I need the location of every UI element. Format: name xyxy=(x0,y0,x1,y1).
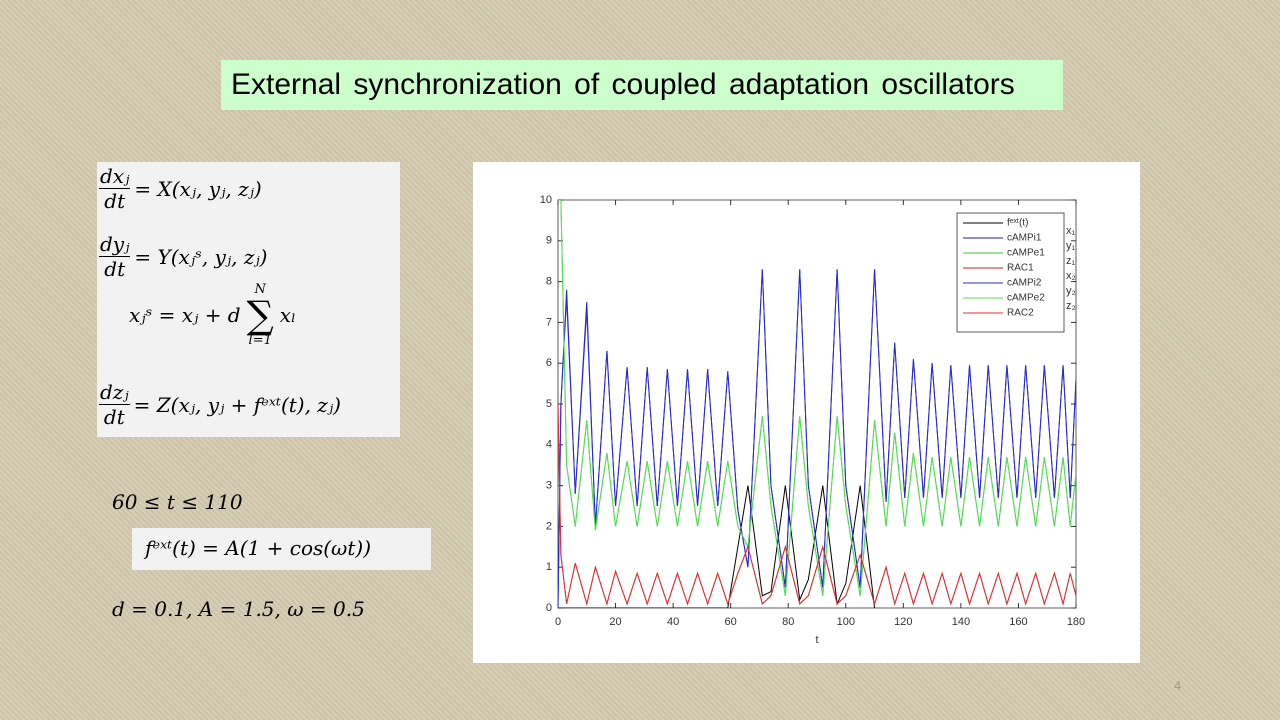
legend-side-label: x₂ xyxy=(1066,270,1076,282)
equation: dyⱼ dt = Y(xⱼˢ, yⱼ, zⱼ) xyxy=(99,232,267,281)
rhs: = Y(xⱼˢ, yⱼ, zⱼ) xyxy=(134,244,268,269)
equation: xⱼˢ = xⱼ + d N ∑ l=1 xₗ xyxy=(129,282,296,348)
y-tick-label: 3 xyxy=(546,480,552,492)
rhs: = X(xⱼ, yⱼ, zⱼ) xyxy=(134,176,262,201)
legend-label: cAMPi1 xyxy=(1007,233,1042,244)
time-range: 60 ≤ t ≤ 110 xyxy=(112,490,243,514)
sum-symbol: ∑ xyxy=(246,293,274,337)
legend-label: fᵉˣᵗ(t) xyxy=(1007,218,1028,229)
denominator: dt xyxy=(104,189,126,213)
legend-side-label: z₁ xyxy=(1066,255,1076,267)
equation: dxⱼ dt = X(xⱼ, yⱼ, zⱼ) xyxy=(99,164,262,213)
series-line xyxy=(558,200,1076,596)
rhs: xₗ xyxy=(279,303,296,327)
y-tick-label: 0 xyxy=(546,602,552,614)
y-tick-label: 4 xyxy=(546,439,552,451)
legend-side-label: y₂ xyxy=(1066,285,1076,297)
legend-box xyxy=(956,212,1065,333)
equation-box: dxⱼ dt = X(xⱼ, yⱼ, zⱼ) dyⱼ dt = Y(xⱼˢ, yⱼ, z… xyxy=(97,162,400,437)
legend-label: RAC2 xyxy=(1007,308,1034,319)
x-tick-label: 180 xyxy=(1067,616,1085,628)
numerator: dyⱼ xyxy=(99,232,131,257)
y-tick-label: 10 xyxy=(540,194,552,206)
equation: dzⱼ dt = Z(xⱼ, yⱼ + fᵉˣᵗ(t), zⱼ) xyxy=(99,380,341,429)
forcing-box: fᵉˣᵗ(t) = A(1 + cos(ωt)) xyxy=(132,528,431,570)
x-tick-label: 100 xyxy=(837,616,855,628)
sum-upper: N xyxy=(254,282,266,297)
y-tick-label: 5 xyxy=(546,398,552,410)
x-tick-label: 120 xyxy=(894,616,912,628)
denominator: dt xyxy=(104,257,126,281)
numerator: dzⱼ xyxy=(99,380,130,405)
x-tick-label: 20 xyxy=(609,616,621,628)
x-tick-label: 0 xyxy=(555,616,561,628)
series-line xyxy=(558,412,1076,606)
sum-lower: l=1 xyxy=(248,333,272,348)
y-tick-label: 7 xyxy=(546,316,552,328)
x-tick-label: 160 xyxy=(1009,616,1027,628)
slide-title: External synchronization of coupled adap… xyxy=(221,60,1063,110)
x-tick-label: 140 xyxy=(952,616,970,628)
forcing-equation: fᵉˣᵗ(t) = A(1 + cos(ωt)) xyxy=(145,536,371,560)
lhs: xⱼˢ = xⱼ + d xyxy=(129,303,241,327)
numerator: dxⱼ xyxy=(99,164,131,189)
series-line xyxy=(558,485,876,608)
y-tick-label: 6 xyxy=(546,357,552,369)
legend-side-label: y₁ xyxy=(1066,240,1076,252)
y-tick-label: 1 xyxy=(546,561,552,573)
legend-label: cAMPi2 xyxy=(1007,278,1042,289)
x-tick-label: 40 xyxy=(667,616,679,628)
x-axis-label: t xyxy=(815,634,818,646)
legend-label: cAMPe2 xyxy=(1007,293,1045,304)
parameters: d = 0.1, A = 1.5, ω = 0.5 xyxy=(112,597,365,621)
y-tick-label: 9 xyxy=(546,235,552,247)
x-tick-label: 80 xyxy=(782,616,794,628)
chart: 0 20 40 60 80 100 120 140 160 180 0 1 2 3 4 5 6 7 8 9 10 t fᵉˣ… xyxy=(473,162,1140,663)
x-tick-label: 60 xyxy=(725,616,737,628)
legend-side-label: x₁ xyxy=(1066,225,1076,237)
denominator: dt xyxy=(103,405,125,429)
rhs: = Z(xⱼ, yⱼ + fᵉˣᵗ(t), zⱼ) xyxy=(133,392,341,417)
series-line xyxy=(558,269,1076,608)
legend-label: cAMPe1 xyxy=(1007,248,1045,259)
legend-side-label: z₂ xyxy=(1066,300,1076,312)
page-number: 4 xyxy=(1174,678,1182,693)
y-tick-label: 2 xyxy=(546,520,552,532)
legend-label: RAC1 xyxy=(1007,263,1034,274)
y-tick-label: 8 xyxy=(546,276,552,288)
